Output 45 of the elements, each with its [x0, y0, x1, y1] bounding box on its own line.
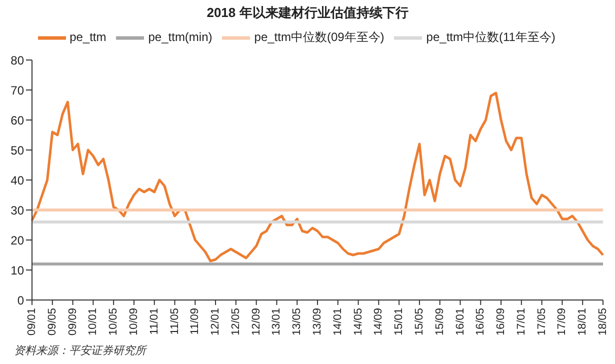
- legend-label: pe_ttm: [70, 30, 106, 44]
- y-tick-label: 60: [10, 113, 24, 128]
- x-tick-label: 15/05: [413, 308, 426, 336]
- x-tick-label: 16/05: [474, 308, 487, 336]
- x-tick-label: 11/01: [148, 308, 160, 335]
- x-tick-label: 16/09: [495, 308, 508, 336]
- x-tick-label: 11/09: [189, 308, 202, 335]
- x-tick-label: 13/05: [291, 308, 304, 336]
- y-tick-label: 0: [17, 293, 24, 308]
- y-tick-label: 80: [10, 53, 24, 68]
- x-tick-label: 12/01: [210, 308, 222, 336]
- x-tick-label: 14/05: [352, 308, 364, 336]
- x-tick-label: 10/01: [87, 308, 100, 336]
- x-tick-label: 10/05: [108, 308, 120, 336]
- x-tick-label: 14/01: [332, 308, 344, 336]
- x-tick-label: 17/09: [556, 308, 568, 336]
- x-tick-label: 09/09: [66, 308, 79, 336]
- x-tick-label: 18/01: [576, 308, 589, 336]
- y-tick-label: 10: [10, 263, 24, 278]
- legend-label: pe_ttm(min): [148, 30, 212, 44]
- x-tick-label: 09/01: [26, 308, 38, 336]
- x-tick-label: 15/01: [393, 308, 406, 336]
- y-tick-label: 40: [10, 173, 24, 188]
- x-tick-label: 13/09: [312, 308, 324, 336]
- y-tick-label: 50: [10, 143, 24, 158]
- x-tick-label: 18/05: [597, 308, 609, 336]
- x-tick-label: 13/01: [270, 308, 283, 336]
- x-tick-label: 14/09: [372, 308, 385, 336]
- legend-label: pe_ttm中位数(09年至今): [254, 30, 384, 44]
- x-tick-label: 15/09: [434, 308, 446, 336]
- x-tick-label: 12/05: [230, 308, 242, 336]
- y-tick-label: 20: [10, 233, 24, 248]
- x-tick-label: 17/05: [536, 308, 548, 336]
- x-tick-label: 11/05: [168, 308, 181, 335]
- x-tick-label: 12/09: [250, 308, 262, 336]
- chart-title: 2018 年以来建材行业估值持续下行: [206, 4, 410, 22]
- line-series: [30, 92, 604, 262]
- legend-label: pe_ttm中位数(11年至今): [426, 30, 556, 44]
- x-tick-label: 09/05: [46, 308, 58, 336]
- y-tick-label: 30: [10, 203, 24, 218]
- text: 资料来源：平安证券研究所: [14, 344, 146, 358]
- x-tick-label: 10/09: [128, 308, 140, 336]
- x-tick-label: 16/01: [454, 308, 466, 336]
- y-tick-label: 70: [10, 83, 24, 98]
- x-tick-label: 17/01: [515, 308, 528, 336]
